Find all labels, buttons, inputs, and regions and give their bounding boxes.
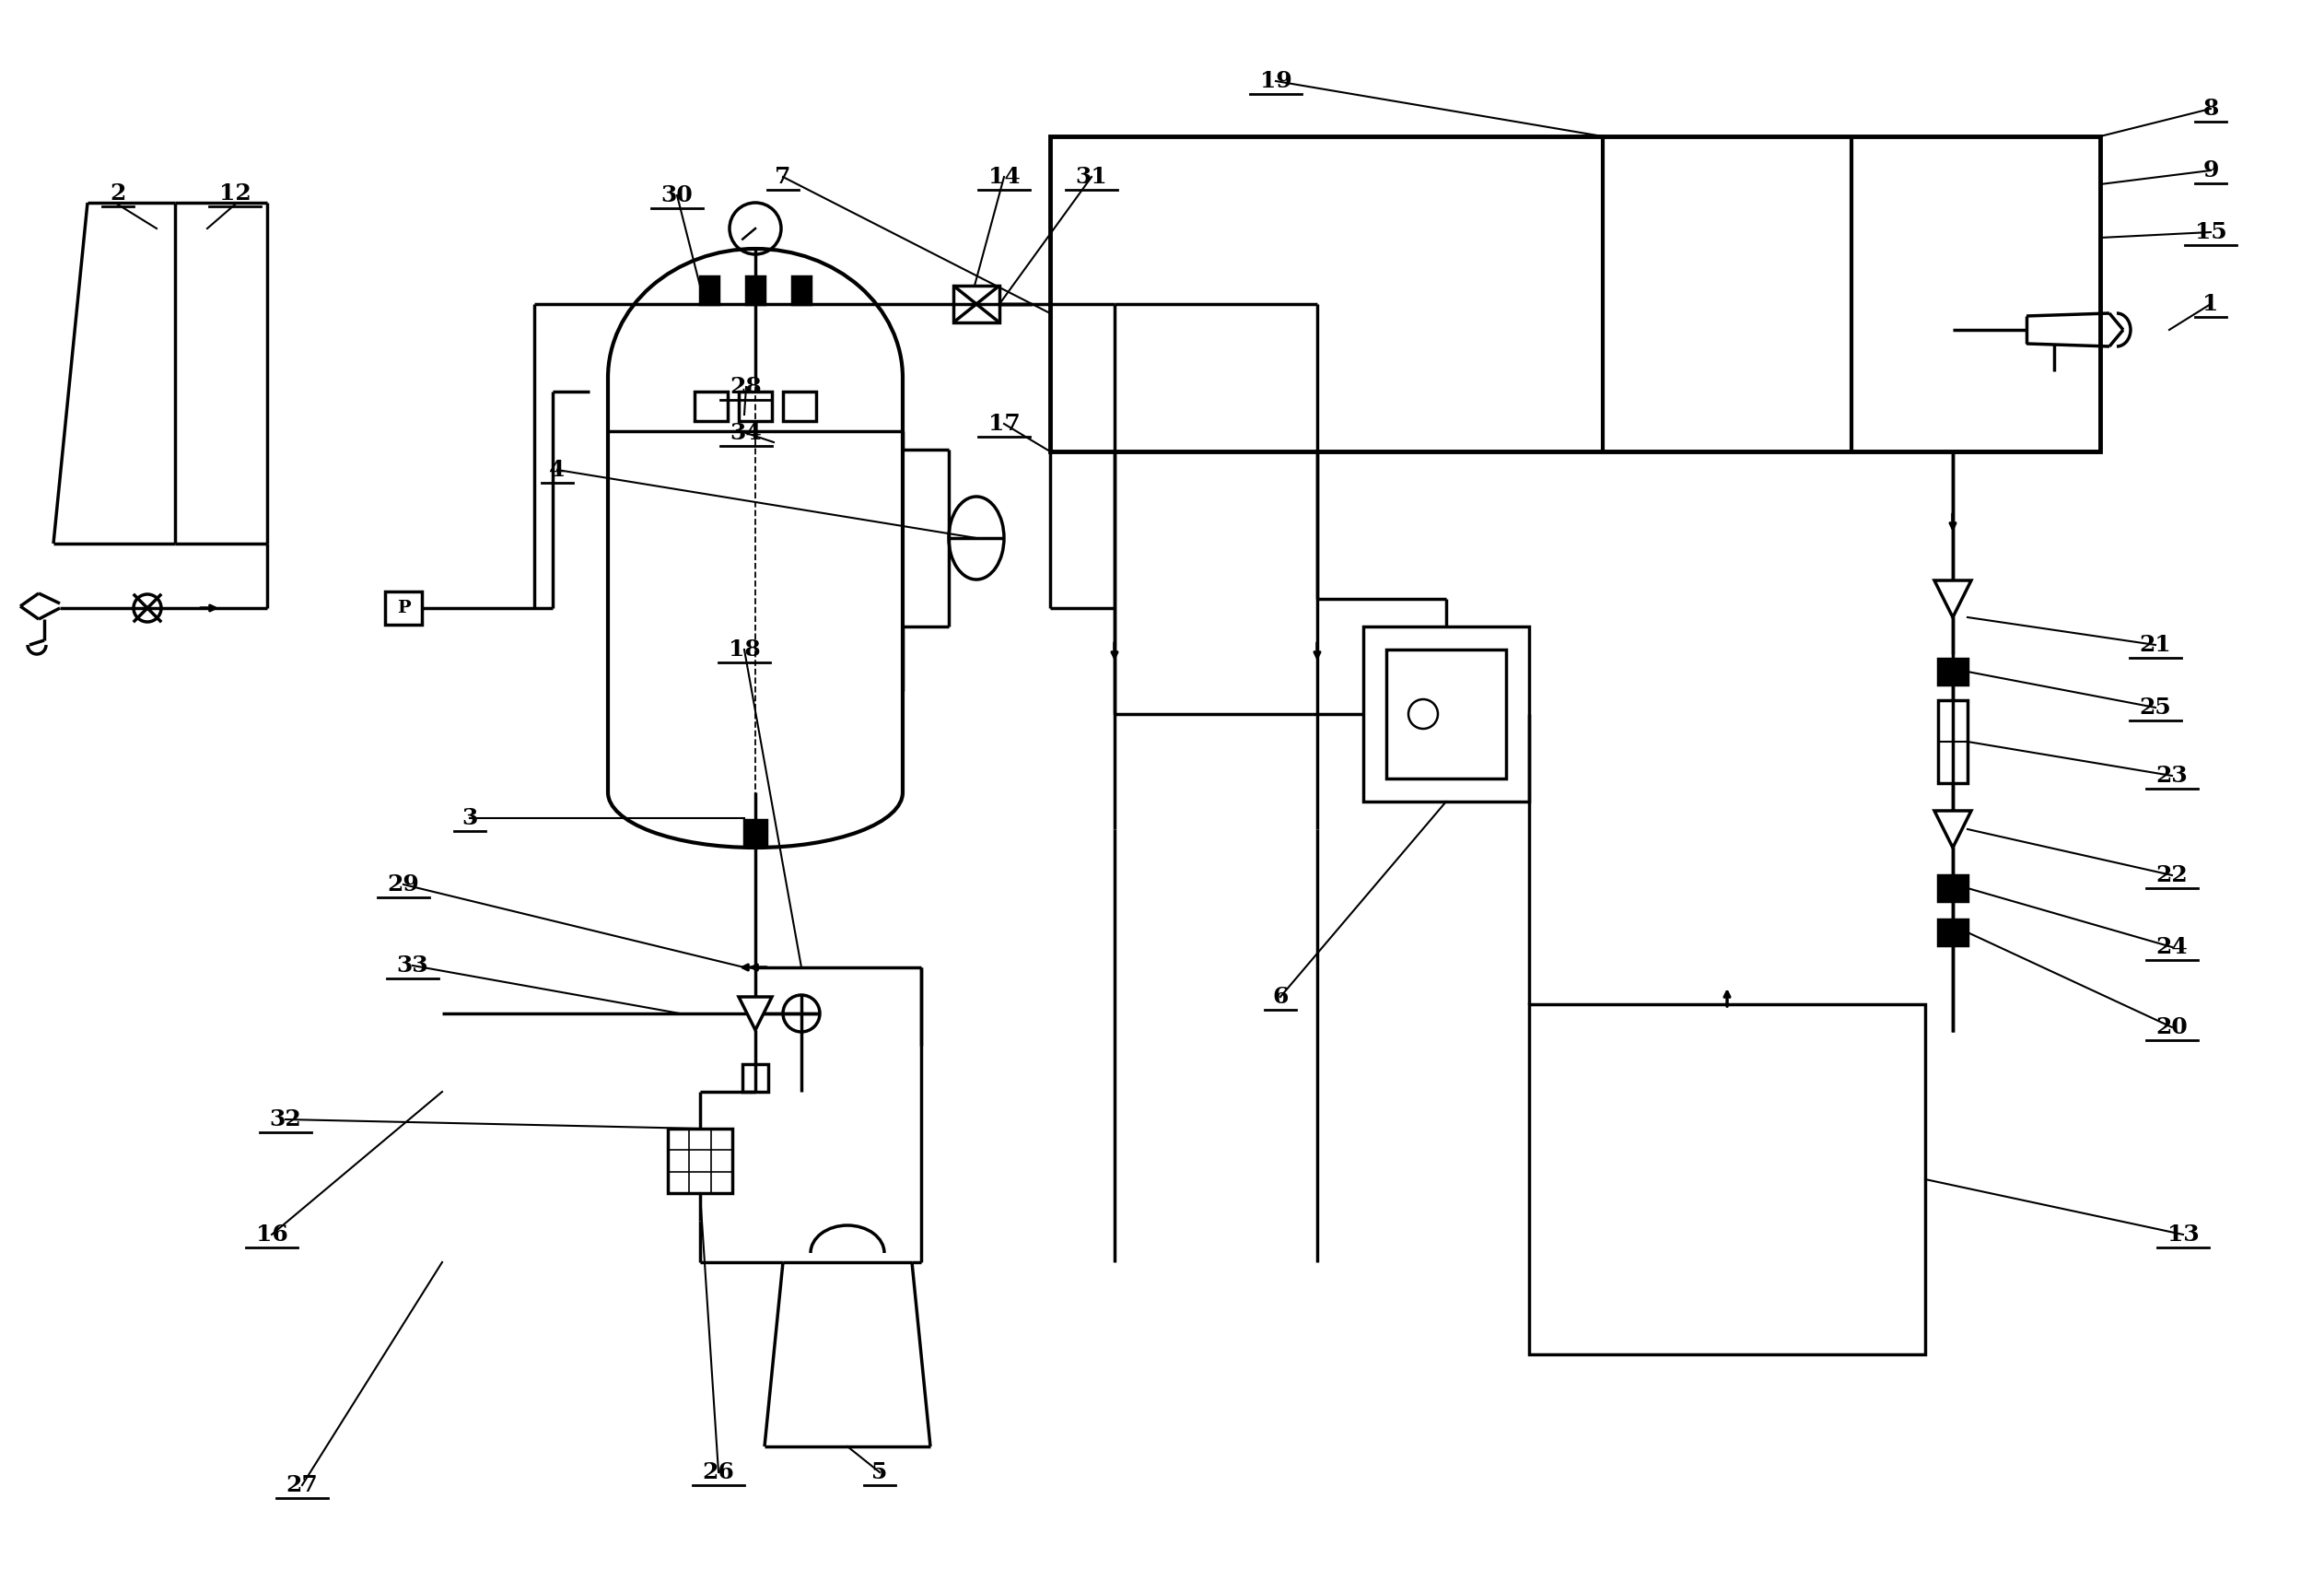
Bar bbox=[746, 276, 765, 304]
Bar bbox=[1938, 659, 1968, 684]
Text: 26: 26 bbox=[702, 1461, 734, 1483]
Text: 27: 27 bbox=[286, 1475, 318, 1497]
Text: 4: 4 bbox=[548, 458, 565, 482]
Text: 14: 14 bbox=[988, 166, 1020, 188]
Text: 23: 23 bbox=[2157, 764, 2187, 786]
Text: 5: 5 bbox=[872, 1461, 888, 1483]
Bar bbox=[783, 392, 816, 420]
Text: 2: 2 bbox=[109, 182, 125, 204]
Text: 21: 21 bbox=[2140, 634, 2171, 656]
Text: 1: 1 bbox=[2203, 293, 2219, 315]
Text: 12: 12 bbox=[218, 182, 251, 204]
Text: 3: 3 bbox=[462, 806, 479, 828]
Text: 32: 32 bbox=[270, 1108, 302, 1130]
Text: 24: 24 bbox=[2157, 937, 2187, 959]
Text: 15: 15 bbox=[2194, 221, 2226, 243]
Bar bbox=[792, 276, 811, 304]
Text: 7: 7 bbox=[774, 166, 790, 188]
Bar bbox=[1387, 650, 1506, 778]
Bar bbox=[667, 1128, 732, 1192]
Polygon shape bbox=[1934, 581, 1971, 617]
Text: 20: 20 bbox=[2157, 1017, 2187, 1039]
Text: 30: 30 bbox=[660, 184, 693, 207]
Bar bbox=[953, 286, 999, 323]
Polygon shape bbox=[1934, 811, 1971, 847]
Bar bbox=[1050, 137, 2101, 452]
Bar bbox=[1529, 1004, 1924, 1354]
Bar bbox=[1938, 876, 1968, 901]
Bar bbox=[1938, 700, 1968, 783]
Text: 19: 19 bbox=[1260, 71, 1292, 93]
Bar bbox=[695, 392, 727, 420]
Text: 8: 8 bbox=[2203, 97, 2219, 119]
Polygon shape bbox=[739, 996, 772, 1029]
Text: 16: 16 bbox=[256, 1224, 288, 1246]
Text: 31: 31 bbox=[1076, 166, 1109, 188]
Bar bbox=[739, 392, 772, 420]
Text: 22: 22 bbox=[2157, 865, 2187, 886]
Text: 9: 9 bbox=[2203, 160, 2219, 182]
Bar bbox=[1938, 919, 1968, 945]
Text: 29: 29 bbox=[388, 874, 421, 896]
Text: 28: 28 bbox=[730, 377, 762, 399]
Bar bbox=[386, 592, 423, 624]
Bar bbox=[700, 276, 718, 304]
Bar bbox=[744, 821, 767, 846]
Text: 18: 18 bbox=[727, 639, 760, 661]
Bar bbox=[741, 1064, 769, 1092]
Text: P: P bbox=[397, 599, 411, 617]
Text: 33: 33 bbox=[397, 954, 428, 976]
Bar bbox=[1364, 626, 1529, 802]
Text: 25: 25 bbox=[2140, 697, 2171, 719]
Text: 17: 17 bbox=[988, 413, 1020, 435]
Text: 6: 6 bbox=[1271, 985, 1287, 1007]
Text: 13: 13 bbox=[2166, 1224, 2199, 1246]
Text: 34: 34 bbox=[730, 422, 762, 444]
